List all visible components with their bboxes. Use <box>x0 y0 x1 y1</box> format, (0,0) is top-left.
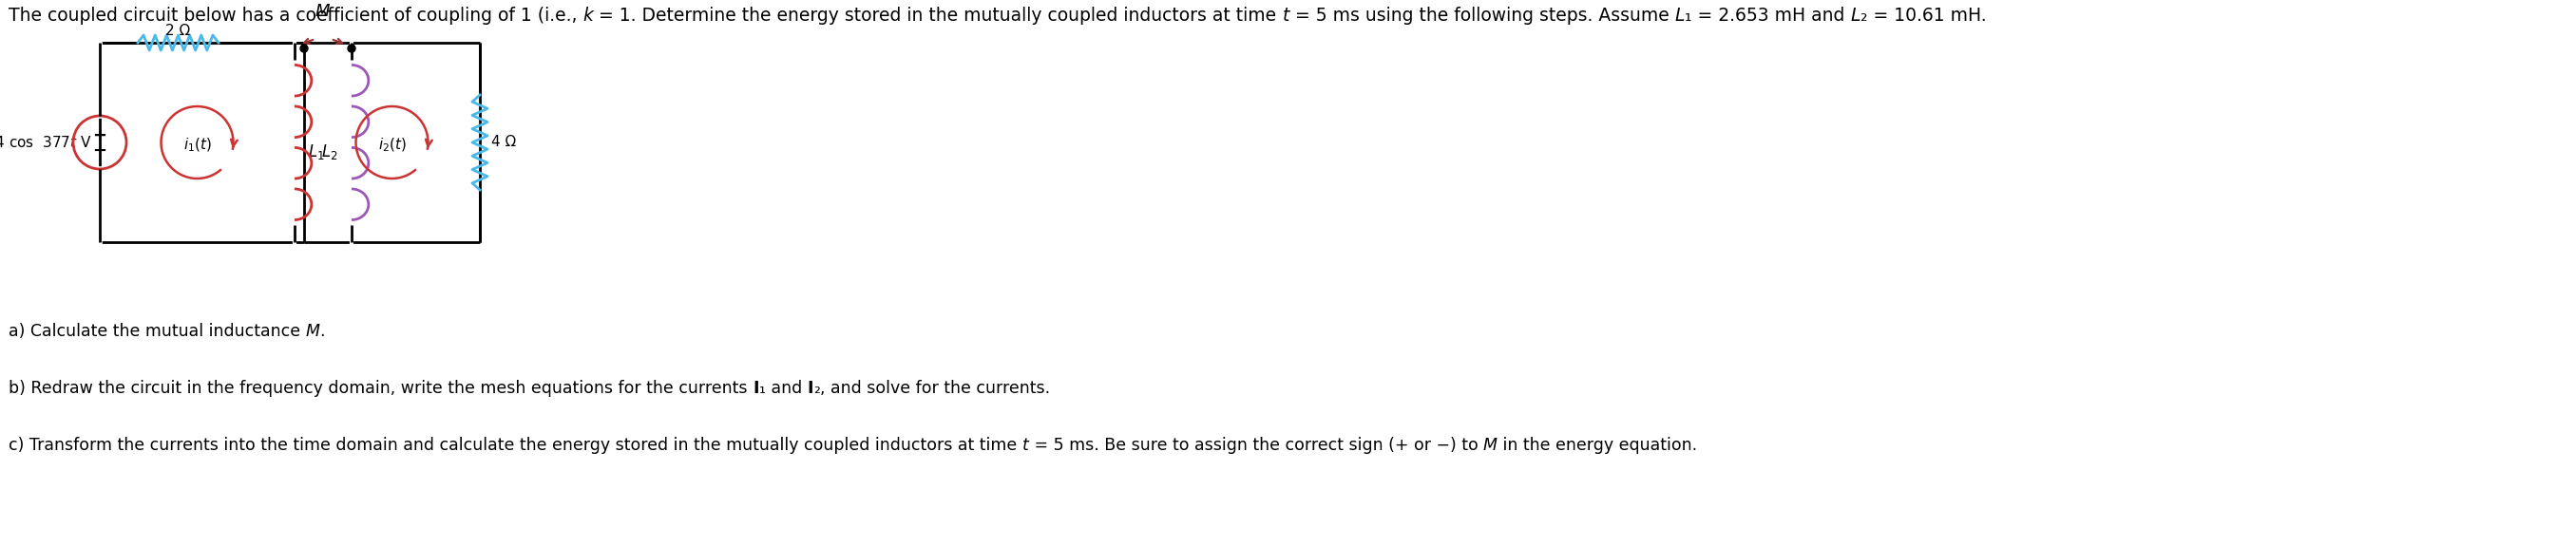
Text: L: L <box>1850 7 1860 25</box>
Text: ₂ = 10.61 mH.: ₂ = 10.61 mH. <box>1860 7 1986 25</box>
Text: , and solve for the currents.: , and solve for the currents. <box>819 380 1051 397</box>
Text: $L_1$: $L_1$ <box>309 143 325 162</box>
Text: 4 Ω: 4 Ω <box>492 135 515 150</box>
Text: = 1. Determine the energy stored in the mutually coupled inductors at time: = 1. Determine the energy stored in the … <box>592 7 1283 25</box>
Text: L: L <box>1674 7 1685 25</box>
Text: M: M <box>1484 437 1497 454</box>
Text: ₂: ₂ <box>814 380 819 397</box>
Text: in the energy equation.: in the energy equation. <box>1497 437 1698 454</box>
Text: k: k <box>582 7 592 25</box>
Text: 24 cos  377$t$ V: 24 cos 377$t$ V <box>0 135 93 150</box>
Text: .: . <box>319 323 325 340</box>
Text: ₁ = 2.653 mH and: ₁ = 2.653 mH and <box>1685 7 1850 25</box>
Text: t: t <box>1023 437 1028 454</box>
Text: = 5 ms. Be sure to assign the correct sign (+ or −) to: = 5 ms. Be sure to assign the correct si… <box>1028 437 1484 454</box>
Text: c) Transform the currents into the time domain and calculate the energy stored i: c) Transform the currents into the time … <box>8 437 1023 454</box>
Circle shape <box>348 45 355 52</box>
Circle shape <box>301 45 309 52</box>
Text: t: t <box>1283 7 1291 25</box>
Text: 2 Ω: 2 Ω <box>165 23 191 38</box>
Text: $i_2(t)$: $i_2(t)$ <box>379 136 407 154</box>
Text: a) Calculate the mutual inductance: a) Calculate the mutual inductance <box>8 323 307 340</box>
Text: M: M <box>307 323 319 340</box>
Text: $L_2$: $L_2$ <box>322 143 337 162</box>
Text: +: + <box>93 127 106 144</box>
Text: $i_1(t)$: $i_1(t)$ <box>183 136 211 154</box>
Text: b) Redraw the circuit in the frequency domain, write the mesh equations for the : b) Redraw the circuit in the frequency d… <box>8 380 752 397</box>
Text: = 5 ms using the following steps. Assume: = 5 ms using the following steps. Assume <box>1291 7 1674 25</box>
Text: The coupled circuit below has a coefficient of coupling of 1 (i.e.,: The coupled circuit below has a coeffici… <box>8 7 582 25</box>
Text: −: − <box>93 143 108 159</box>
Text: and: and <box>765 380 806 397</box>
Text: $M$: $M$ <box>314 3 332 20</box>
Text: I: I <box>752 380 760 397</box>
Text: I: I <box>806 380 814 397</box>
Text: ₁: ₁ <box>760 380 765 397</box>
